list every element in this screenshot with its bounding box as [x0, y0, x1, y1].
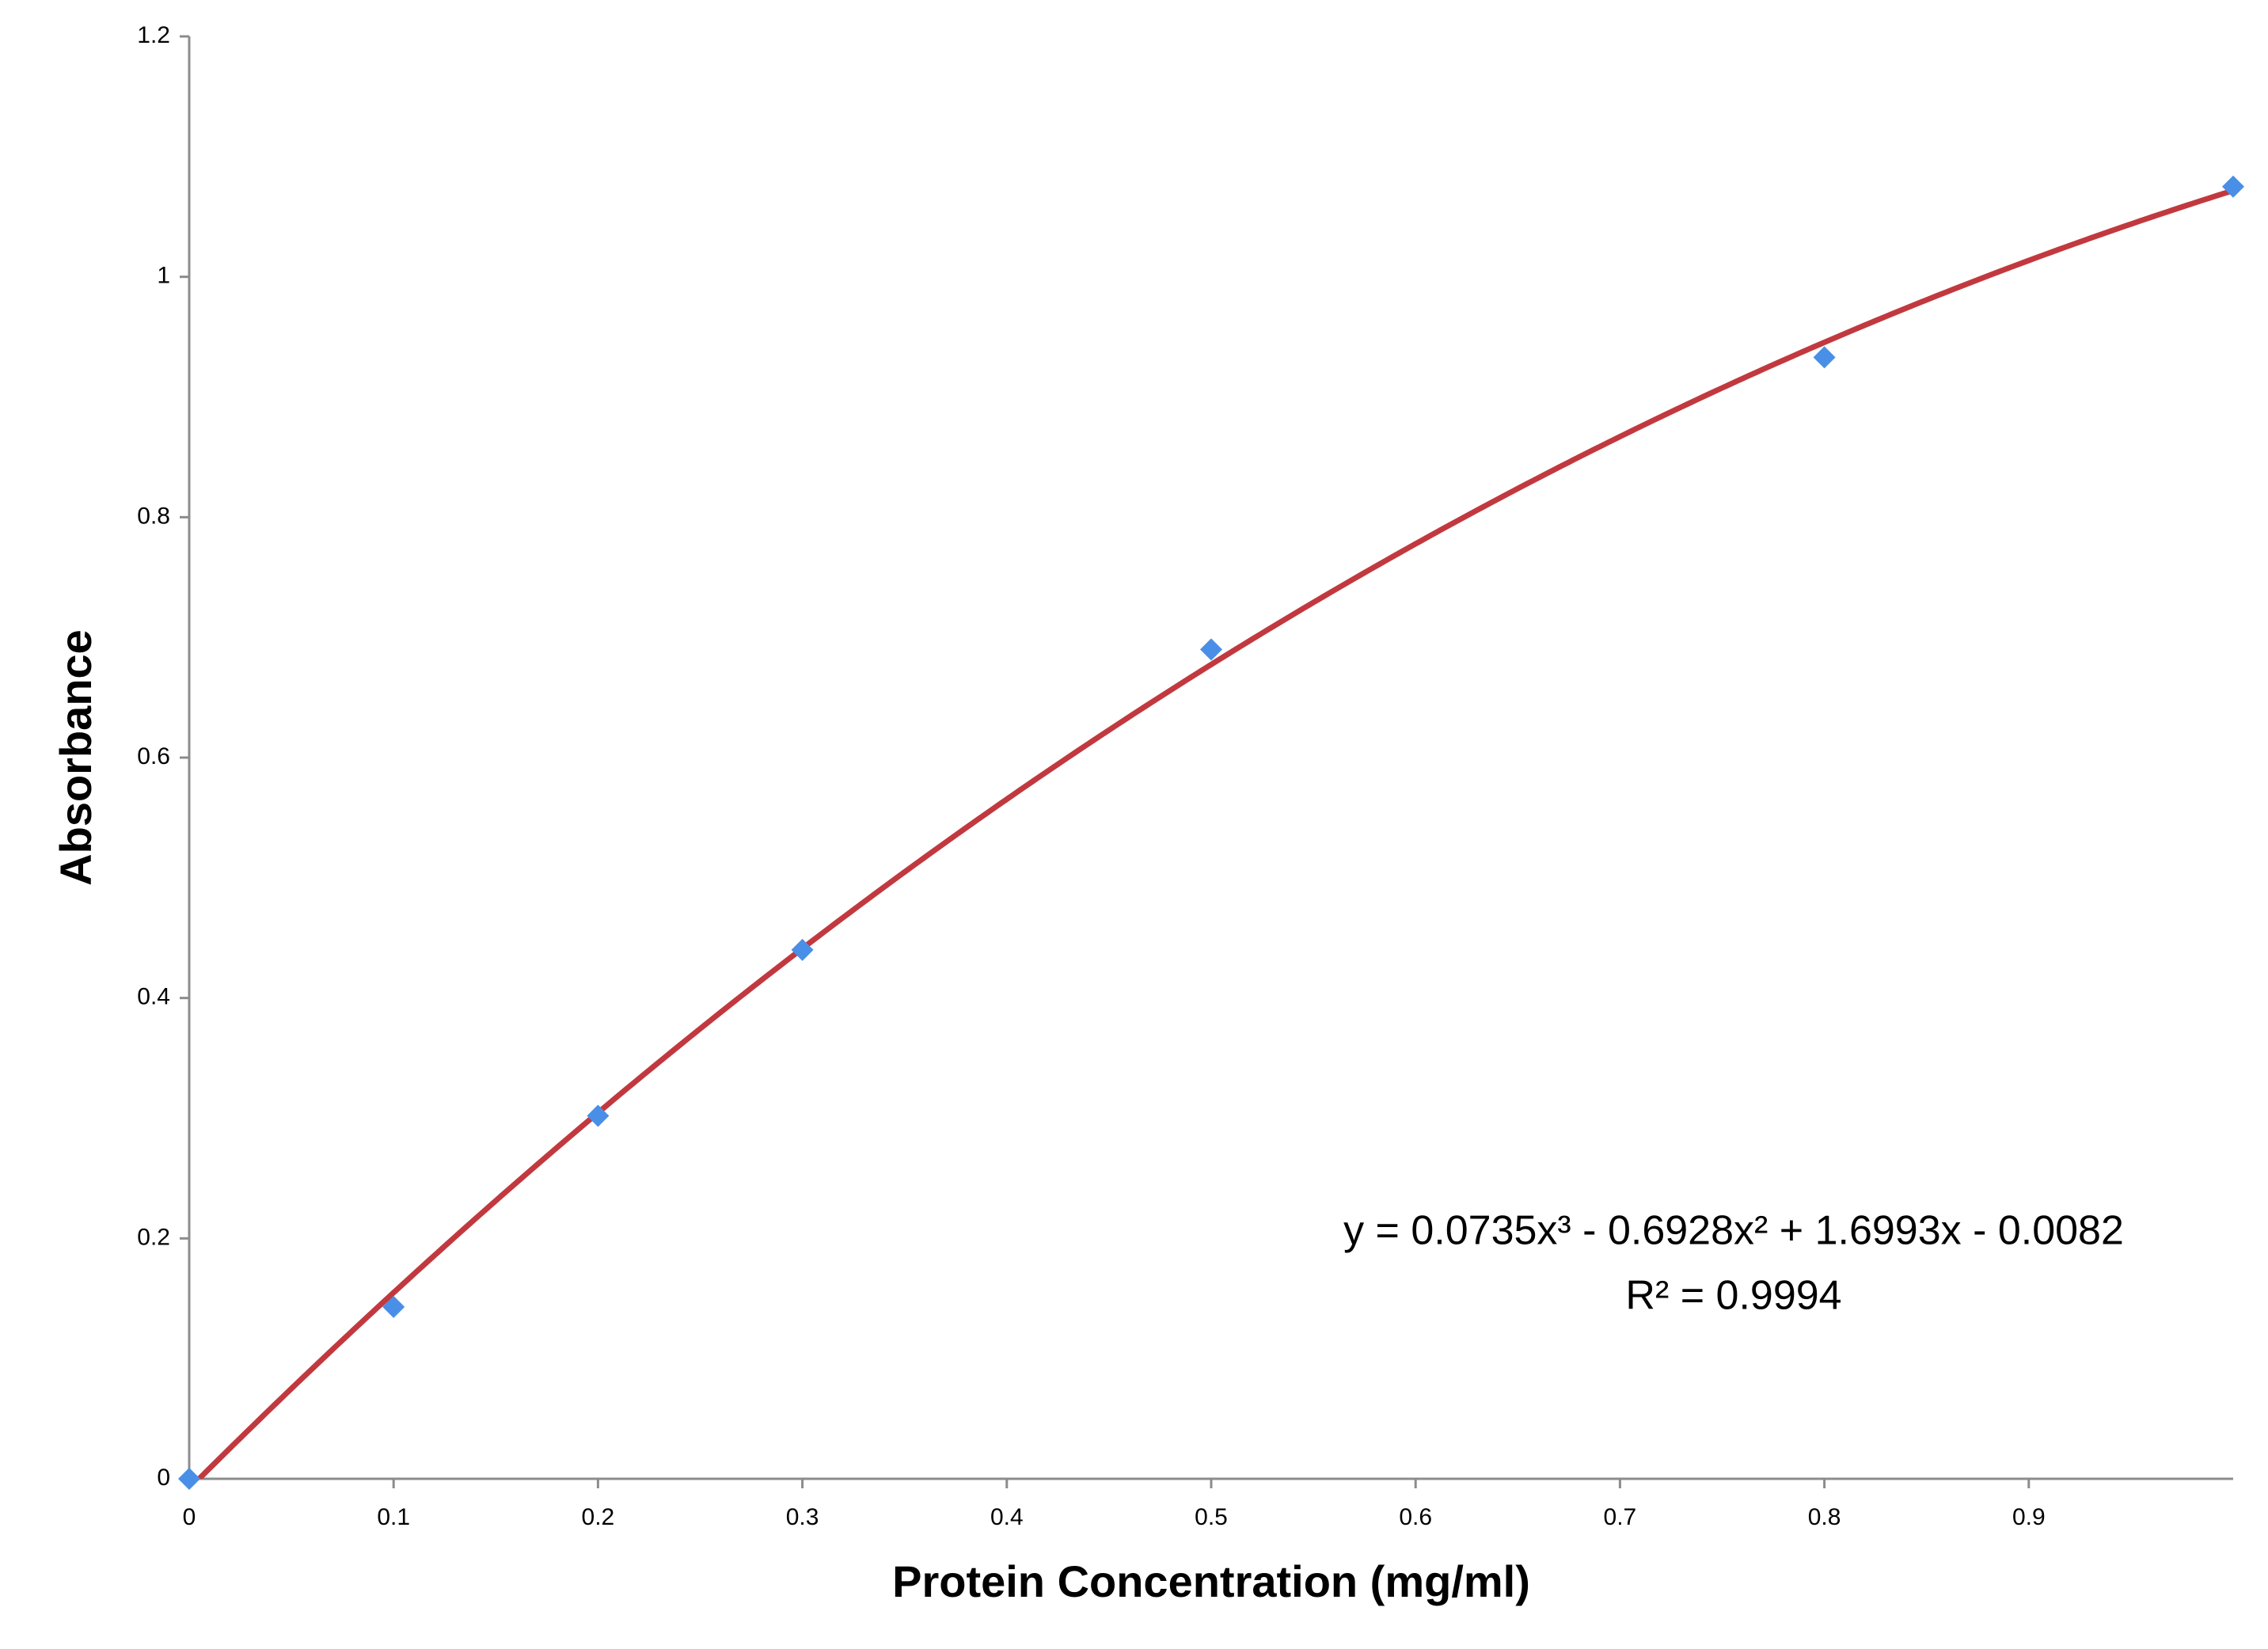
x-tick-label: 0 — [183, 1504, 196, 1530]
trendline-equation: y = 0.0735x³ - 0.6928x² + 1.6993x - 0.00… — [1343, 1208, 2124, 1254]
x-tick-label: 0.2 — [582, 1504, 615, 1530]
data-point — [178, 1468, 200, 1490]
data-point — [382, 1295, 405, 1318]
y-axis-title: Absorbance — [51, 629, 101, 886]
x-tick-label: 0.3 — [786, 1504, 819, 1530]
data-point — [2222, 175, 2244, 198]
r-squared: R² = 0.9994 — [1625, 1273, 1841, 1319]
y-tick-label: 0.2 — [137, 1224, 170, 1250]
data-point — [1200, 638, 1222, 661]
x-tick-label: 0.8 — [1808, 1504, 1841, 1530]
data-point — [587, 1104, 610, 1127]
trendline — [195, 188, 2233, 1479]
data-point — [1813, 346, 1836, 369]
x-tick-label: 0.7 — [1604, 1504, 1637, 1530]
y-tick-label: 0.8 — [137, 503, 170, 529]
y-tick-label: 0.4 — [137, 984, 170, 1010]
x-axis-title: Protein Concentration (mg/ml) — [892, 1556, 1530, 1606]
x-tick-label: 0.1 — [377, 1504, 410, 1530]
y-tick-label: 1 — [157, 263, 170, 289]
y-tick-label: 0.6 — [137, 743, 170, 769]
x-tick-label: 0.5 — [1195, 1504, 1228, 1530]
y-tick-label: 0 — [157, 1465, 170, 1491]
x-tick-label: 0.4 — [990, 1504, 1024, 1530]
x-tick-label: 0.6 — [1399, 1504, 1432, 1530]
x-tick-label: 0.9 — [2012, 1504, 2046, 1530]
y-tick-label: 1.2 — [137, 22, 170, 48]
data-point — [791, 938, 814, 961]
